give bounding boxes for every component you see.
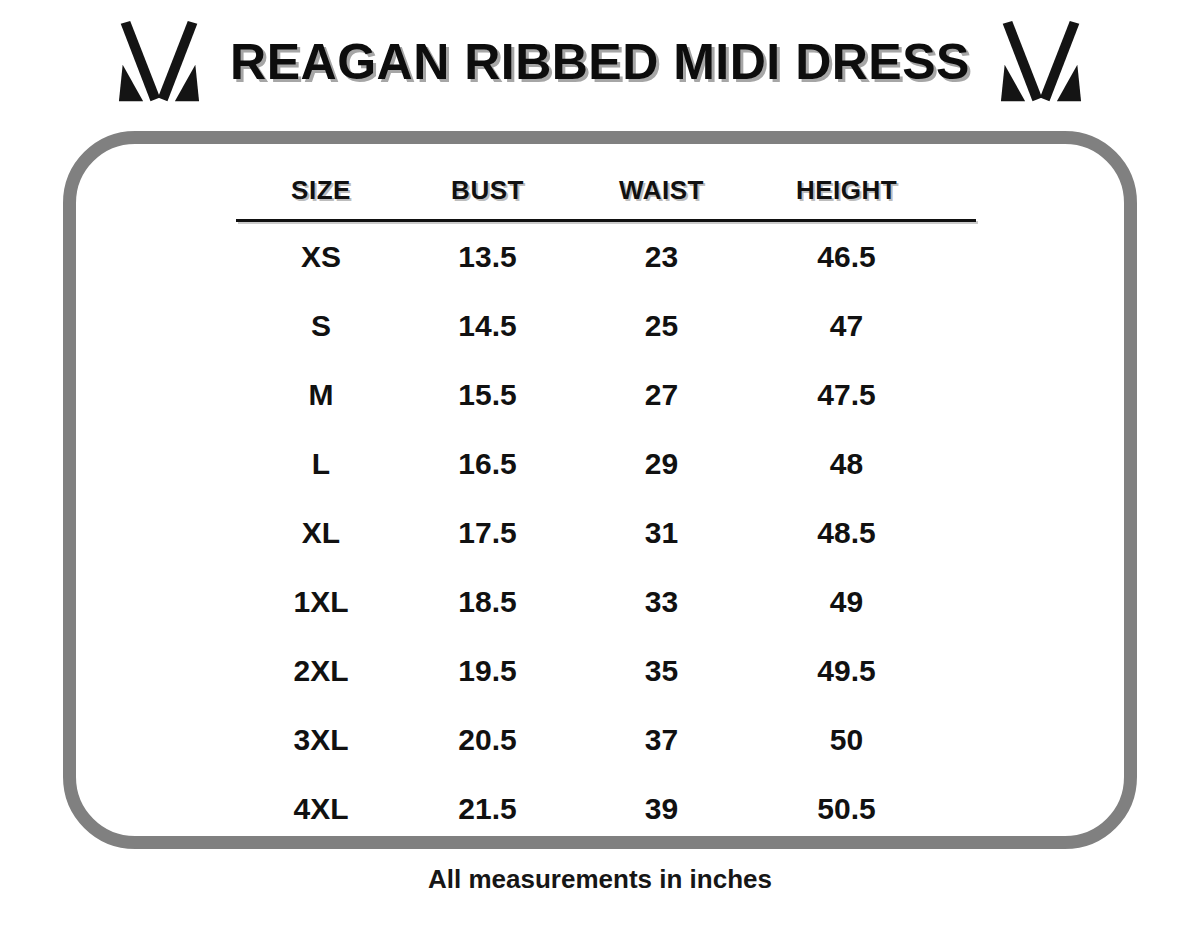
cell-waist: 35 <box>645 654 678 688</box>
cell-size: 2XL <box>293 654 348 688</box>
cell-bust: 13.5 <box>458 240 516 274</box>
cell-bust: 21.5 <box>458 792 516 826</box>
cell-size: XL <box>302 516 340 550</box>
table-row: L 16.5 29 48 <box>236 429 976 498</box>
table-row: S 14.5 25 47 <box>236 291 976 360</box>
table-row: 3XL 20.5 37 50 <box>236 705 976 774</box>
cell-size: L <box>312 447 330 481</box>
cell-size: 1XL <box>293 585 348 619</box>
brand-m-monogram-left-icon <box>112 21 206 103</box>
table-row: 2XL 19.5 35 49.5 <box>236 636 976 705</box>
cell-size: S <box>311 309 331 343</box>
cell-height: 48.5 <box>817 516 875 550</box>
cell-height: 47 <box>830 309 863 343</box>
cell-height: 46.5 <box>817 240 875 274</box>
table-row: 1XL 18.5 33 49 <box>236 567 976 636</box>
cell-bust: 20.5 <box>458 723 516 757</box>
cell-size: 3XL <box>293 723 348 757</box>
footer: All measurements in inches <box>0 861 1200 897</box>
column-header-bust: BUST <box>451 175 524 206</box>
cell-waist: 39 <box>645 792 678 826</box>
column-header-waist: WAIST <box>619 175 704 206</box>
size-chart-frame: SIZE BUST WAIST HEIGHT XS 13.5 23 46.5 S… <box>63 131 1137 849</box>
cell-waist: 37 <box>645 723 678 757</box>
cell-bust: 16.5 <box>458 447 516 481</box>
cell-bust: 18.5 <box>458 585 516 619</box>
table-row: XL 17.5 31 48.5 <box>236 498 976 567</box>
cell-size: M <box>309 378 334 412</box>
cell-waist: 23 <box>645 240 678 274</box>
cell-bust: 15.5 <box>458 378 516 412</box>
cell-waist: 29 <box>645 447 678 481</box>
cell-height: 50.5 <box>817 792 875 826</box>
table-row: M 15.5 27 47.5 <box>236 360 976 429</box>
cell-bust: 17.5 <box>458 516 516 550</box>
cell-height: 50 <box>830 723 863 757</box>
cell-bust: 14.5 <box>458 309 516 343</box>
column-header-size: SIZE <box>291 175 351 206</box>
cell-height: 47.5 <box>817 378 875 412</box>
column-header-height: HEIGHT <box>796 175 897 206</box>
table-row: XS 13.5 23 46.5 <box>236 222 976 291</box>
cell-waist: 25 <box>645 309 678 343</box>
brand-m-monogram-right-icon <box>994 21 1088 103</box>
table-header-row: SIZE BUST WAIST HEIGHT <box>236 161 976 219</box>
cell-height: 48 <box>830 447 863 481</box>
header-row: REAGAN RIBBED MIDI DRESS <box>0 12 1200 112</box>
cell-waist: 31 <box>645 516 678 550</box>
size-table: SIZE BUST WAIST HEIGHT XS 13.5 23 46.5 S… <box>236 161 976 843</box>
table-row: 4XL 21.5 39 50.5 <box>236 774 976 843</box>
cell-height: 49.5 <box>817 654 875 688</box>
cell-waist: 27 <box>645 378 678 412</box>
cell-size: 4XL <box>293 792 348 826</box>
cell-waist: 33 <box>645 585 678 619</box>
page-title: REAGAN RIBBED MIDI DRESS <box>230 33 970 91</box>
measurements-note: All measurements in inches <box>0 861 1200 897</box>
cell-size: XS <box>301 240 341 274</box>
cell-height: 49 <box>830 585 863 619</box>
cell-bust: 19.5 <box>458 654 516 688</box>
